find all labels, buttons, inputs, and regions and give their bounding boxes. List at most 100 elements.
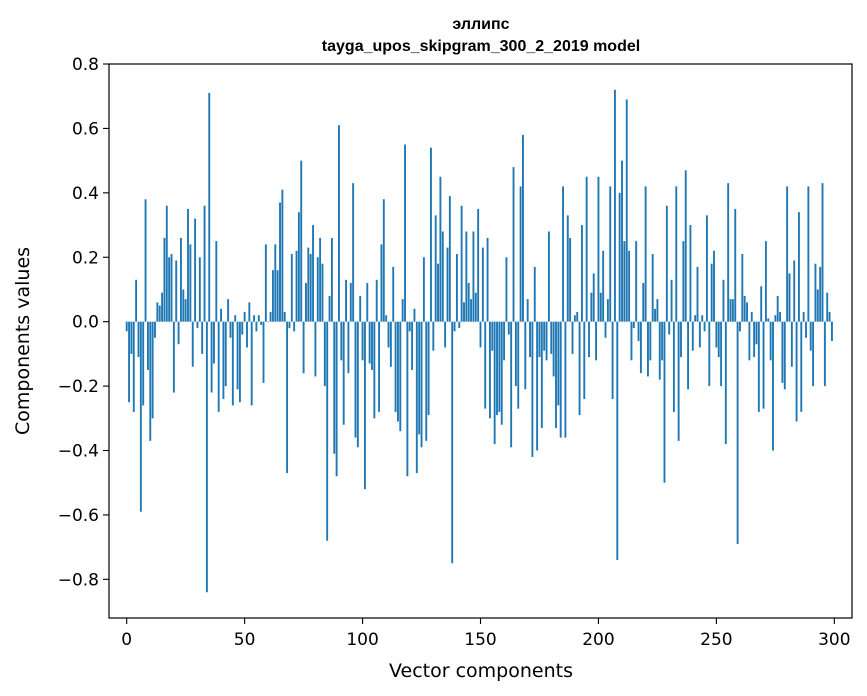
bar — [210, 321, 213, 393]
bar — [208, 92, 211, 322]
bar — [264, 244, 267, 322]
bar — [425, 321, 428, 441]
bar — [262, 321, 265, 383]
bar — [397, 321, 399, 422]
bar — [741, 254, 744, 322]
bar — [194, 218, 197, 322]
bar — [128, 321, 130, 403]
bar — [583, 321, 586, 399]
bar — [142, 321, 145, 406]
bar — [437, 263, 439, 322]
bar — [547, 231, 550, 322]
bar — [637, 321, 640, 341]
bar — [472, 231, 475, 322]
bar — [774, 315, 777, 322]
bar — [642, 283, 645, 322]
bar — [701, 315, 704, 322]
bar — [734, 208, 737, 322]
bar — [406, 321, 409, 477]
bar — [345, 279, 347, 322]
bar — [632, 321, 635, 329]
bar — [573, 315, 576, 322]
bar — [779, 312, 782, 322]
y-tick-label: 0.6 — [72, 119, 99, 139]
chart-title: эллипс — [452, 16, 509, 33]
bar — [309, 254, 312, 322]
bar — [533, 266, 536, 322]
bar — [401, 299, 404, 322]
bar — [314, 321, 317, 377]
bar — [517, 321, 520, 409]
bar — [158, 305, 161, 322]
bar — [767, 318, 770, 322]
bar — [260, 321, 263, 325]
bar — [717, 321, 720, 358]
bar — [800, 321, 803, 412]
y-axis-label: Components values — [12, 247, 34, 435]
bar — [352, 183, 355, 322]
bar — [722, 279, 725, 322]
bar — [229, 321, 232, 338]
bar — [274, 244, 277, 322]
bar — [408, 321, 411, 332]
bar — [609, 186, 612, 322]
bar — [526, 299, 529, 322]
x-axis-ticks: 0 50 100 150 200 250 300 — [121, 618, 851, 650]
x-tick-label: 250 — [700, 630, 732, 650]
bar — [163, 237, 166, 322]
bar — [149, 321, 152, 441]
bar — [205, 321, 208, 593]
bar — [385, 315, 388, 322]
bar — [550, 321, 553, 354]
bar — [366, 283, 369, 322]
bar — [625, 99, 628, 322]
y-tick-label: −0.6 — [58, 506, 99, 526]
bar — [604, 321, 607, 338]
bar — [611, 321, 614, 399]
bar — [519, 186, 522, 322]
bar — [248, 302, 251, 322]
bar — [279, 202, 281, 322]
bar — [297, 212, 300, 322]
bar — [557, 321, 560, 406]
bar — [500, 321, 503, 425]
bar — [819, 266, 822, 322]
bar — [703, 321, 706, 332]
bar — [333, 321, 336, 454]
bar — [731, 299, 734, 322]
bar — [696, 266, 699, 322]
x-tick-label: 100 — [346, 630, 378, 650]
bar — [415, 321, 418, 474]
bar — [371, 321, 373, 370]
bar-series — [125, 89, 833, 593]
bar — [434, 215, 437, 322]
bar — [729, 299, 732, 322]
y-tick-label: 0.0 — [72, 313, 99, 333]
bar — [139, 321, 142, 512]
bar — [670, 279, 673, 322]
bar — [559, 321, 562, 438]
bar — [257, 315, 260, 322]
bar — [507, 321, 510, 335]
bar — [288, 321, 291, 329]
bar — [177, 321, 180, 345]
bar — [684, 170, 687, 322]
bar — [295, 250, 298, 322]
bar — [689, 225, 692, 322]
bar — [375, 279, 378, 322]
bar — [802, 312, 805, 322]
bar — [187, 208, 189, 322]
bar — [651, 254, 654, 322]
bar — [467, 283, 470, 322]
bar — [378, 321, 381, 412]
bar — [347, 321, 350, 374]
bar — [739, 321, 741, 332]
bar — [786, 186, 789, 322]
bar — [460, 205, 463, 322]
bar — [215, 241, 218, 322]
bar — [316, 257, 319, 322]
x-tick-label: 300 — [818, 630, 850, 650]
bar — [588, 321, 590, 358]
bar — [755, 321, 758, 345]
bar — [135, 279, 138, 322]
